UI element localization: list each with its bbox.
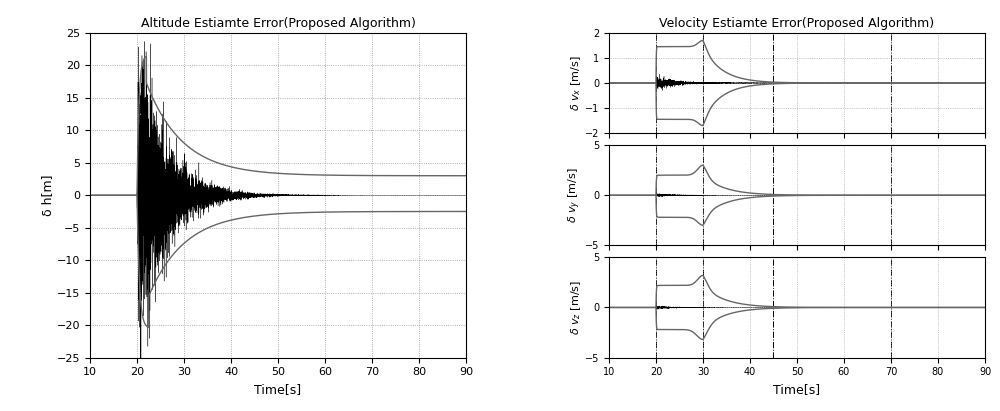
Y-axis label: $\delta$ $v_z$ [m/s]: $\delta$ $v_z$ [m/s] xyxy=(570,280,583,335)
X-axis label: Time[s]: Time[s] xyxy=(773,383,821,396)
Y-axis label: $\delta$ $v_x$ [m/s]: $\delta$ $v_x$ [m/s] xyxy=(570,55,583,111)
Y-axis label: δ h[m]: δ h[m] xyxy=(41,175,54,216)
X-axis label: Time[s]: Time[s] xyxy=(254,383,302,396)
Title: Altitude Estiamte Error(Proposed Algorithm): Altitude Estiamte Error(Proposed Algorit… xyxy=(141,17,415,30)
Y-axis label: $\delta$ $v_y$ [m/s]: $\delta$ $v_y$ [m/s] xyxy=(567,167,583,223)
Title: Velocity Estiamte Error(Proposed Algorithm): Velocity Estiamte Error(Proposed Algorit… xyxy=(659,17,935,30)
